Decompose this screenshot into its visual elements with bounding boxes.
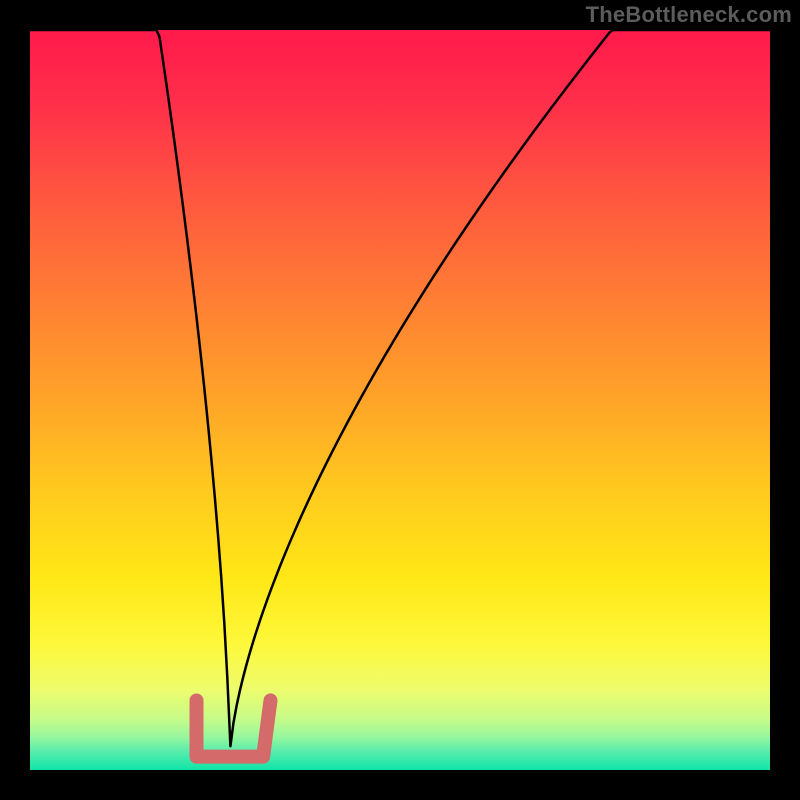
chart-svg (0, 0, 800, 800)
chart-stage: TheBottleneck.com (0, 0, 800, 800)
plot-background (30, 30, 770, 770)
